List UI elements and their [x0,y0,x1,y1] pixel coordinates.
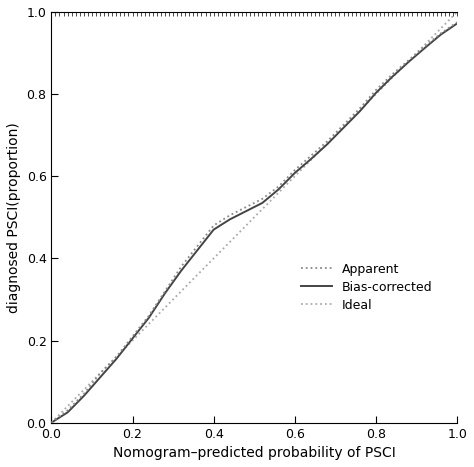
Legend: Apparent, Bias-corrected, Ideal: Apparent, Bias-corrected, Ideal [294,256,439,318]
X-axis label: Nomogram–predicted probability of PSCI: Nomogram–predicted probability of PSCI [113,446,396,460]
Y-axis label: diagnosed PSCI(proportion): diagnosed PSCI(proportion) [7,122,21,313]
